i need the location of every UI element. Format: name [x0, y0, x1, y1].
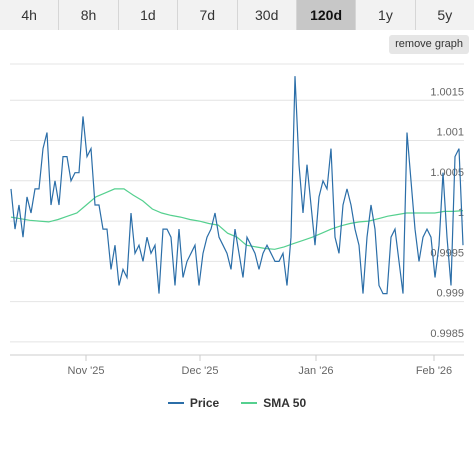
tab-120d[interactable]: 120d — [296, 0, 357, 30]
legend-label-price: Price — [189, 396, 220, 410]
tab-30d[interactable]: 30d — [237, 0, 297, 30]
legend-item-price[interactable]: Price — [167, 394, 220, 412]
x-tick-label: Jan '26 — [298, 365, 333, 377]
sma-50-line — [10, 188, 464, 250]
y-tick-label: 0.999 — [436, 288, 464, 300]
tab-4h[interactable]: 4h — [0, 0, 60, 30]
legend-label-sma: SMA 50 — [263, 396, 307, 410]
tab-5y[interactable]: 5y — [415, 0, 474, 30]
x-tick-label: Nov '25 — [68, 365, 105, 377]
legend-item-sma[interactable]: SMA 50 — [241, 394, 306, 412]
price-line — [10, 76, 464, 295]
tab-8h[interactable]: 8h — [59, 0, 119, 30]
x-tick-label: Dec '25 — [182, 365, 219, 377]
y-tick-label: 0.9995 — [430, 247, 464, 259]
tab-7d[interactable]: 7d — [178, 0, 238, 30]
y-tick-label: 1.0015 — [430, 86, 464, 98]
y-tick-label: 1 — [458, 207, 464, 219]
y-tick-label: 1.0005 — [430, 167, 464, 179]
timeframe-tabs: 4h 8h 1d 7d 30d 120d 1y 5y — [0, 0, 474, 30]
remove-graph-button[interactable]: remove graph — [389, 35, 469, 54]
x-tick-label: Feb '26 — [416, 365, 452, 377]
price-chart: 0.9985 0.999 0.9995 1 1.0005 1.001 1.0015 Nov … — [10, 63, 464, 377]
y-tick-label: 0.9985 — [430, 328, 464, 340]
chart-legend: Price SMA 50 — [0, 394, 474, 412]
tab-1y[interactable]: 1y — [356, 0, 416, 30]
tab-1d[interactable]: 1d — [118, 0, 179, 30]
sma-swatch — [241, 402, 258, 404]
price-swatch — [167, 402, 184, 404]
y-tick-label: 1.001 — [436, 127, 464, 139]
